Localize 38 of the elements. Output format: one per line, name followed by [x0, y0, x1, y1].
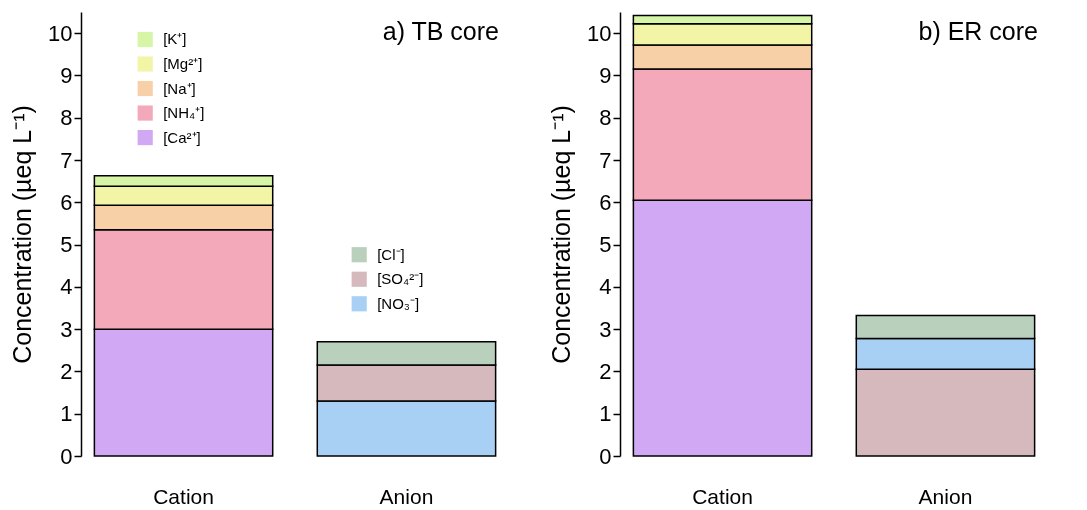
- legend-label: [SO₄²⁻]: [377, 270, 424, 288]
- x-tick-label: Anion: [379, 484, 434, 508]
- y-tick-label: 3: [599, 316, 612, 342]
- legend-label: [Mg²⁺]: [163, 55, 203, 73]
- y-tick-label: 5: [599, 232, 612, 258]
- y-tick-label: 7: [60, 147, 73, 173]
- x-tick-label: Anion: [918, 484, 973, 508]
- y-tick-label: 1: [60, 401, 73, 427]
- y-tick-label: 8: [599, 105, 612, 131]
- x-tick-label: Cation: [692, 484, 753, 508]
- y-tick-label: 2: [599, 358, 612, 384]
- y-tick-label: 9: [60, 62, 73, 88]
- chart-title: b) ER core: [918, 17, 1038, 45]
- legend-label: [NO₃⁻]: [377, 294, 420, 312]
- legend-label: [Na⁺]: [163, 79, 196, 97]
- y-tick-label: 9: [599, 62, 612, 88]
- y-tick-label: 8: [60, 105, 73, 131]
- y-tick-label: 4: [60, 274, 73, 300]
- y-tick-label: 7: [599, 147, 612, 173]
- y-tick-label: 1: [599, 401, 612, 427]
- legend-label: [K⁺]: [163, 30, 187, 48]
- y-tick-label: 6: [599, 189, 612, 215]
- chart-title: a) TB core: [382, 17, 499, 45]
- x-tick-label: Cation: [153, 484, 214, 508]
- y-tick-label: 0: [599, 443, 612, 469]
- y-tick-label: 3: [60, 316, 73, 342]
- y-tick-label: 0: [60, 443, 73, 469]
- y-axis-title: Concentration (µeq L⁻¹): [8, 105, 37, 364]
- y-tick-label: 10: [587, 20, 612, 46]
- y-tick-label: 4: [599, 274, 612, 300]
- y-axis-title: Concentration (µeq L⁻¹): [547, 105, 576, 364]
- y-tick-label: 2: [60, 358, 73, 384]
- legend-label: [NH₄⁺]: [163, 104, 205, 122]
- y-tick-label: 6: [60, 189, 73, 215]
- legend-label: [Cl⁻]: [377, 245, 405, 263]
- legend-label: [Ca²⁺]: [163, 128, 201, 146]
- y-tick-label: 10: [48, 20, 73, 46]
- y-tick-label: 5: [60, 232, 73, 258]
